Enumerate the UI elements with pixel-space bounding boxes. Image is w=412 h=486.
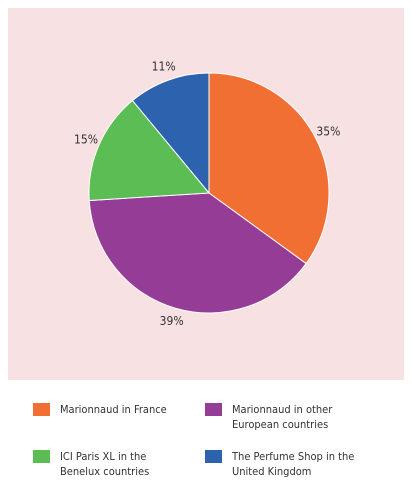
pie-slice [88,192,307,314]
legend-item: Marionnaud in other European countries [205,402,357,432]
legend-label: Marionnaud in France [60,403,167,416]
data-label: 39% [160,314,184,328]
pie-slice [208,72,330,265]
legend-swatch [205,403,222,416]
legend-label: Marionnaud in other European countries [232,403,333,431]
legend-label: ICI Paris XL in the Benelux countries [60,450,150,478]
data-label: 15% [74,132,98,146]
legend-item: Marionnaud in France [33,402,185,417]
pie-slice [131,72,210,195]
pie-slice [88,99,211,202]
legend-label: The Perfume Shop in the United Kingdom [232,450,355,478]
legend-swatch [33,450,50,463]
legend-swatch [205,450,222,463]
legend-swatch [33,403,50,416]
data-label: 35% [316,125,340,139]
legend-item: The Perfume Shop in the United Kingdom [205,449,357,479]
legend-item: ICI Paris XL in the Benelux countries [33,449,185,479]
data-label: 11% [152,59,176,73]
